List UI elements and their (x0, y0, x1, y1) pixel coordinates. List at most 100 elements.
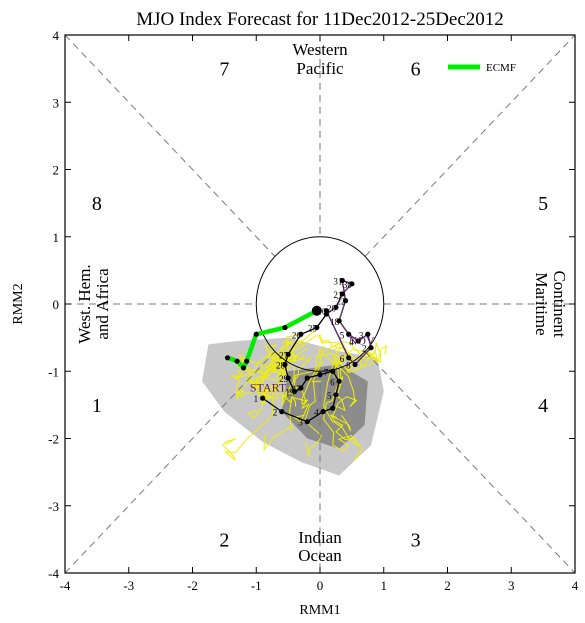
observed-point-label: 27 (279, 350, 289, 360)
observed-point-label: 5 (340, 330, 345, 340)
region-maritime-label: Maritime (532, 272, 551, 335)
ecmf-point (234, 358, 240, 364)
region-western-pacific: Western Pacific (292, 40, 348, 78)
region-pacific-label: Pacific (296, 59, 344, 78)
x-tick-label: 0 (317, 578, 324, 593)
y-tick-label: 0 (53, 297, 60, 312)
observed-point (314, 324, 320, 331)
observed-point (336, 378, 342, 384)
unit-circle (255, 236, 385, 372)
phase-8-label: 8 (92, 193, 102, 215)
region-westhem-label: West. Hem. (75, 264, 94, 343)
observed-point-label: 10 (317, 307, 327, 317)
observed-point-label: 30 (343, 280, 353, 290)
y-tick-label: 2 (53, 163, 60, 178)
y-tick-label: -1 (48, 364, 59, 379)
observed-point (260, 395, 266, 401)
observed-point-label: 2 (362, 344, 367, 354)
observed-point-label: 28 (276, 361, 286, 371)
observed-point-label: 6 (330, 377, 335, 387)
region-ocean-label: Ocean (298, 546, 342, 565)
observed-point-label: 26 (292, 330, 302, 340)
phase-7-label: 7 (219, 59, 229, 81)
region-indian-label: Indian (298, 528, 342, 547)
observed-point (333, 304, 339, 310)
observed-point (291, 388, 298, 395)
observed-point-label: 4 (314, 408, 319, 418)
observed-point-label: 21 (333, 290, 342, 300)
ecmf-point (253, 331, 259, 337)
observed-point (352, 361, 358, 368)
observed-point-label: 20 (327, 303, 337, 313)
x-tick-label: 2 (444, 578, 451, 593)
ensemble-member-line (271, 334, 324, 360)
observed-point (349, 281, 355, 287)
phase-1-label: 1 (92, 395, 102, 417)
x-tick-label: -3 (123, 578, 134, 593)
ensemble-member-line (262, 339, 305, 370)
observed-point-label: 2 (273, 408, 278, 418)
phase-6-label: 6 (411, 59, 421, 81)
observed-point-label: 3 (298, 418, 303, 428)
ensemble-member-line (259, 352, 298, 376)
observed-point (323, 308, 329, 314)
observed-point (285, 375, 291, 381)
observed-point-label: 1 (254, 394, 259, 404)
observed-point-label: 8 (346, 361, 351, 371)
observed-point (298, 385, 304, 391)
observed-point (368, 345, 374, 351)
diagonal-guide (64, 351, 276, 574)
observed-point (317, 372, 323, 378)
chart-title: MJO Index Forecast for 11Dec2012-25Dec20… (136, 9, 504, 30)
y-tick-label: -2 (48, 432, 59, 447)
observed-point-label: 6 (340, 354, 345, 364)
ensemble-members (222, 331, 388, 461)
observed-point-label: 29 (279, 374, 289, 384)
y-tick-label: 1 (53, 230, 60, 245)
diagonal-guide (64, 34, 276, 257)
ensemble-member-line (322, 341, 370, 373)
ecmf-point (311, 305, 322, 316)
observed-point-label: 25 (308, 324, 318, 334)
observed-point (333, 392, 339, 398)
observed-point (339, 291, 345, 297)
observed-point-label: 5 (327, 391, 332, 401)
diagonal-guide (364, 34, 576, 257)
ensemble-member-line (292, 345, 325, 423)
diagonal-guide (364, 351, 576, 574)
y-tick-label: 3 (53, 95, 60, 110)
observed-point (285, 351, 291, 358)
region-western-label: Western (292, 40, 348, 59)
observed-point-label: 7 (324, 367, 329, 377)
x-axis-label: RMM1 (299, 603, 340, 618)
observed-point-label: 22 (337, 297, 346, 307)
observed-point-label: 3 (359, 330, 364, 340)
x-tick-label: -1 (251, 578, 262, 593)
region-west-hem-africa: West. Hem. and Africa (75, 264, 112, 343)
observed-point-label: 18 (330, 317, 340, 327)
ecmf-point (224, 355, 231, 361)
observed-point (304, 419, 310, 425)
start-annotation: START (250, 380, 287, 394)
observed-point-label: 17 (292, 384, 302, 394)
observed-point (365, 331, 371, 337)
observed-point-label: 4 (349, 337, 354, 347)
ecmf-point (282, 324, 288, 331)
ensemble-spread-inner (281, 364, 368, 449)
observed-point (282, 361, 288, 368)
region-indian-ocean: Indian Ocean (298, 528, 342, 565)
observed-point (320, 409, 326, 415)
x-tick-label: 3 (508, 578, 515, 593)
region-maritime-continent: Maritime Continent (532, 270, 569, 337)
x-tick-label: -4 (60, 578, 71, 593)
observed-point (342, 298, 349, 304)
observed-point (304, 375, 310, 381)
ensemble-member-line (231, 366, 281, 400)
phase-2-label: 2 (219, 529, 229, 551)
legend-ecmf-label: ECMF (486, 62, 516, 74)
phase-5-label: 5 (538, 193, 548, 215)
observed-point (336, 318, 342, 324)
ensemble-member-line (261, 347, 321, 406)
observed-point (355, 338, 361, 344)
